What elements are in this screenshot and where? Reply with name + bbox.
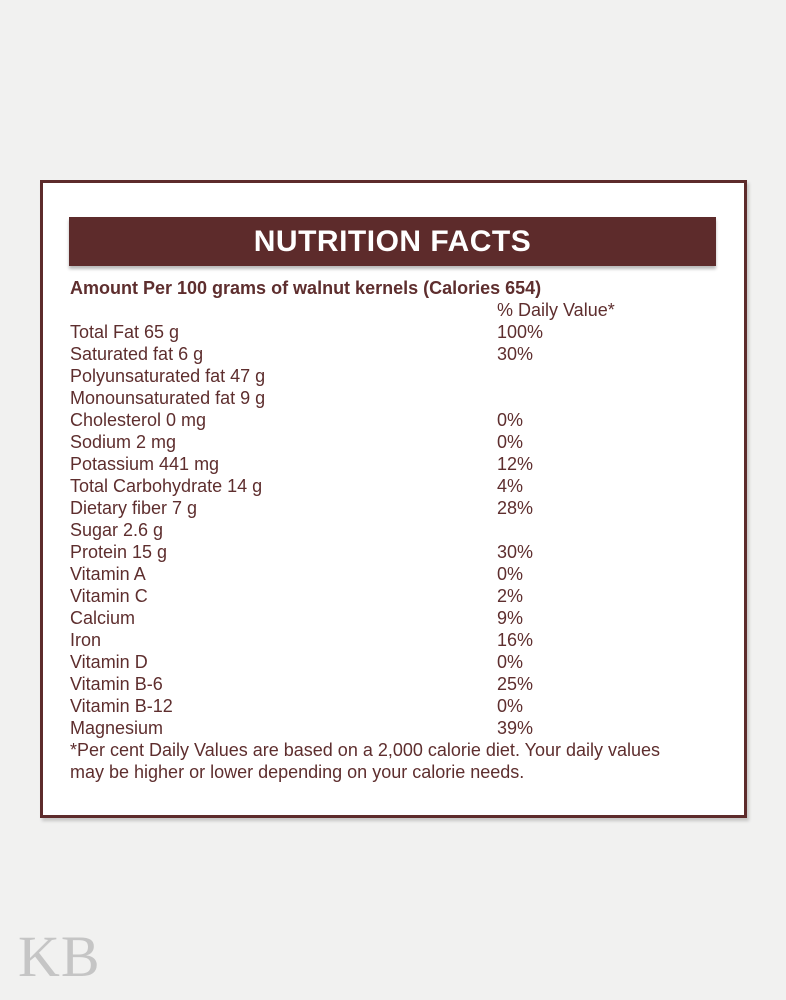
nutrient-daily-value: 2% xyxy=(497,586,524,606)
nutrient-daily-value: 4% xyxy=(497,476,524,496)
daily-value-column-header: % Daily Value* xyxy=(497,300,615,320)
nutrient-row: Total Carbohydrate 14 g 4% xyxy=(70,475,720,497)
nutrient-row: Calcium 9% xyxy=(70,607,720,629)
nutrient-name: Saturated fat 6 g xyxy=(70,344,204,364)
nutrient-row: Total Fat 65 g 100% xyxy=(70,321,720,343)
nutrient-daily-value: 16% xyxy=(497,630,534,650)
nutrient-daily-value: 39% xyxy=(497,718,534,738)
nutrient-name: Vitamin B-12 xyxy=(70,696,173,716)
nutrient-name: Potassium 441 mg xyxy=(70,454,220,474)
nutrient-row: Sodium 2 mg 0% xyxy=(70,431,720,453)
nutrient-row: Dietary fiber 7 g 28% xyxy=(70,497,720,519)
nutrient-row: Vitamin C 2% xyxy=(70,585,720,607)
nutrient-row: Monounsaturated fat 9 g xyxy=(70,387,720,409)
nutrient-name: Calcium xyxy=(70,608,136,628)
nutrient-name: Magnesium xyxy=(70,718,164,738)
nutrient-name: Monounsaturated fat 9 g xyxy=(70,388,266,408)
footnote: *Per cent Daily Values are based on a 2,… xyxy=(70,739,720,783)
nutrient-row: Magnesium 39% xyxy=(70,717,720,739)
nutrient-row: Potassium 441 mg 12% xyxy=(70,453,720,475)
nutrient-daily-value: 12% xyxy=(497,454,534,474)
nutrient-daily-value: 0% xyxy=(497,652,524,672)
nutrient-row: Vitamin A 0% xyxy=(70,563,720,585)
nutrient-daily-value: 0% xyxy=(497,564,524,584)
nutrient-name: Cholesterol 0 mg xyxy=(70,410,207,430)
nutrient-row: Saturated fat 6 g 30% xyxy=(70,343,720,365)
nutrient-name: Total Carbohydrate 14 g xyxy=(70,476,263,496)
nutrient-daily-value: 30% xyxy=(497,542,534,562)
nutrient-name: Protein 15 g xyxy=(70,542,168,562)
nutrient-name: Sugar 2.6 g xyxy=(70,520,164,540)
nutrient-name: Vitamin C xyxy=(70,586,148,606)
nutrition-label-card: NUTRITION FACTS Amount Per 100 grams of … xyxy=(40,180,747,818)
brand-watermark: KB xyxy=(18,924,101,989)
nutrient-table: Total Fat 65 g 100% Saturated fat 6 g 30… xyxy=(70,321,720,739)
nutrient-name: Vitamin A xyxy=(70,564,146,584)
nutrition-facts-header-bar: NUTRITION FACTS xyxy=(69,217,716,266)
nutrient-name: Vitamin D xyxy=(70,652,148,672)
nutrition-facts-title: NUTRITION FACTS xyxy=(253,224,532,258)
nutrient-name: Polyunsaturated fat 47 g xyxy=(70,366,266,386)
nutrient-row: Vitamin B-6 25% xyxy=(70,673,720,695)
nutrient-row: Iron 16% xyxy=(70,629,720,651)
nutrient-daily-value: 25% xyxy=(497,674,534,694)
nutrient-daily-value: 9% xyxy=(497,608,524,628)
nutrient-row: Polyunsaturated fat 47 g xyxy=(70,365,720,387)
nutrient-row: Cholesterol 0 mg 0% xyxy=(70,409,720,431)
nutrient-daily-value: 0% xyxy=(497,432,524,452)
nutrient-daily-value: 0% xyxy=(497,696,524,716)
nutrient-row: Vitamin B-12 0% xyxy=(70,695,720,717)
nutrient-name: Vitamin B-6 xyxy=(70,674,163,694)
footnote-line-2: may be higher or lower depending on your… xyxy=(70,762,525,782)
nutrient-row: Vitamin D 0% xyxy=(70,651,720,673)
nutrient-name: Iron xyxy=(70,630,102,650)
nutrient-name: Total Fat 65 g xyxy=(70,322,180,342)
footnote-line-1: *Per cent Daily Values are based on a 2,… xyxy=(70,740,661,760)
nutrient-daily-value: 0% xyxy=(497,410,524,430)
nutrient-name: Dietary fiber 7 g xyxy=(70,498,198,518)
serving-info: Amount Per 100 grams of walnut kernels (… xyxy=(70,278,542,298)
nutrient-daily-value: 28% xyxy=(497,498,534,518)
nutrient-row: Sugar 2.6 g xyxy=(70,519,720,541)
nutrient-row: Protein 15 g 30% xyxy=(70,541,720,563)
nutrient-name: Sodium 2 mg xyxy=(70,432,177,452)
nutrient-daily-value: 100% xyxy=(497,322,544,342)
nutrient-daily-value: 30% xyxy=(497,344,534,364)
nutrition-label-content: Amount Per 100 grams of walnut kernels (… xyxy=(70,277,720,783)
